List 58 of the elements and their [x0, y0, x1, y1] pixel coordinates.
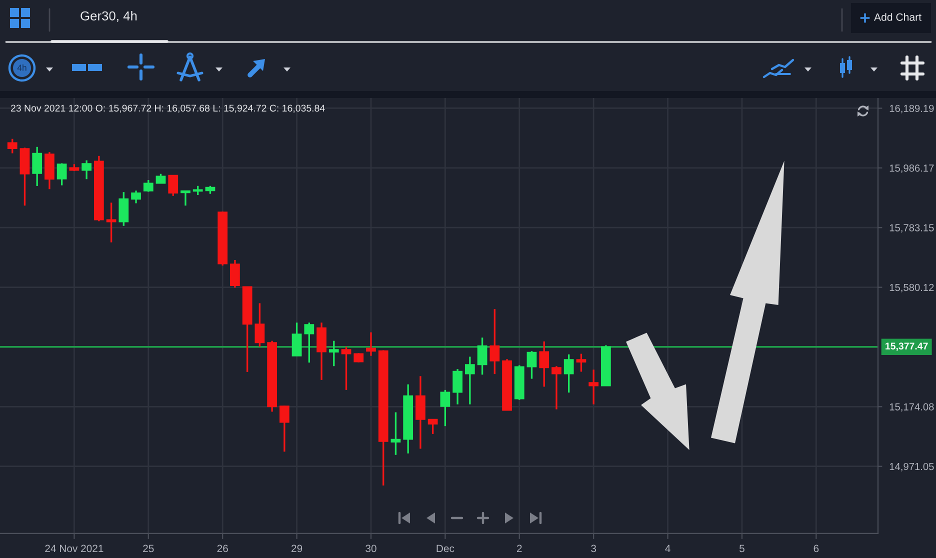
x-tick-label: 25 [143, 544, 154, 552]
candlestick [82, 159, 92, 180]
candlestick [552, 365, 562, 410]
y-tick-label: 14,971.05 [890, 462, 934, 472]
x-tick-label: 30 [366, 544, 376, 552]
candlestick [464, 356, 475, 406]
candlestick [366, 331, 376, 357]
candlestick [576, 352, 586, 373]
x-tick-label: 26 [217, 544, 228, 552]
y-tick-label: 15,174.08 [890, 403, 934, 412]
candlestick [564, 354, 574, 394]
y-tick-label: 16,189.19 [890, 104, 934, 114]
candlestick [440, 389, 450, 427]
y-tick-label: 15,580.12 [890, 284, 934, 292]
candlestick [526, 350, 537, 380]
candlestick [452, 368, 462, 406]
candlestick [477, 336, 488, 376]
candlestick [254, 302, 265, 348]
x-tick-label: 5 [739, 544, 744, 552]
text: 4h [17, 64, 26, 71]
x-tick-label: Dec [436, 544, 454, 552]
y-tick-label: 15,986.17 [890, 164, 934, 173]
candlestick [328, 340, 339, 367]
candlestick [292, 322, 302, 357]
candlestick [7, 138, 18, 154]
candlestick [390, 411, 401, 456]
x-tick-label: 6 [814, 544, 819, 552]
candlestick [106, 202, 116, 244]
candlestick [490, 308, 500, 375]
x-tick-label: 3 [591, 544, 596, 552]
candlestick [416, 375, 426, 450]
x-tick-label: 29 [292, 544, 302, 552]
candlestick [354, 352, 364, 364]
candlestick [316, 322, 326, 381]
candlestick [131, 190, 141, 204]
candlestick [588, 368, 599, 406]
candlestick [539, 340, 550, 388]
candlestick [56, 162, 67, 186]
candlestick [118, 191, 129, 227]
candlestick [156, 173, 166, 184]
candlestick [143, 179, 154, 193]
y-tick-label: 15,783.15 [890, 224, 934, 233]
candlestick [341, 346, 352, 391]
chart-title: Ger30, 4h [80, 10, 137, 22]
text: Add Chart [874, 13, 922, 21]
candlestick [168, 174, 178, 197]
x-tick-label: 24 Nov 2021 [45, 544, 104, 552]
candlestick [180, 190, 190, 206]
ref-line-label: 15,377.47 [886, 342, 928, 351]
text: 23 Nov 2021 12:00 O: 15,967.72 H: 16,057.68 L: 15,924.72 C: 16,035.84 [10, 104, 325, 113]
candlestick [304, 322, 314, 364]
candlestick [428, 418, 438, 435]
candlestick [192, 185, 203, 196]
x-tick-label: 2 [517, 544, 522, 552]
candlestick [279, 404, 290, 453]
candlestick [230, 259, 240, 288]
x-tick-label: 4 [665, 544, 670, 552]
candlestick [32, 146, 42, 187]
